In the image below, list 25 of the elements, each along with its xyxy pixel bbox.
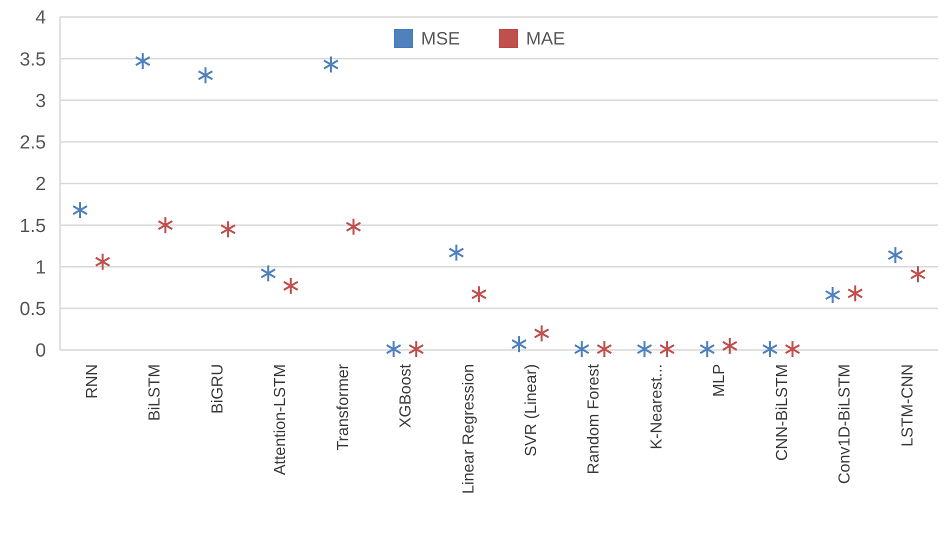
- y-tick-label: 0: [35, 340, 46, 362]
- y-tick-label: 3: [35, 90, 46, 112]
- x-tick-label: RNN: [84, 364, 101, 399]
- x-tick-label: SVR (Linear): [522, 364, 540, 456]
- y-tick-label: 3.5: [20, 49, 46, 70]
- x-tick-label: Conv1D-BiLSTM: [836, 364, 854, 484]
- y-tick-label: 1.5: [20, 216, 46, 237]
- y-tick-label: 0.5: [20, 299, 46, 320]
- x-tick-label: CNN-BiLSTM: [774, 364, 791, 461]
- legend-label: MSE: [421, 28, 460, 48]
- y-tick-label: 1: [35, 257, 46, 278]
- x-tick-label: BiLSTM: [146, 364, 164, 421]
- x-tick-label: MLP: [711, 364, 728, 397]
- x-tick-label: K-Nearest...: [648, 364, 666, 450]
- x-tick-label: BiGRU: [209, 364, 226, 414]
- x-tick-label: XGBoost: [398, 363, 415, 428]
- x-tick-label: Random Forest: [586, 363, 603, 474]
- x-tick-label: LSTM-CNN: [899, 364, 916, 447]
- x-tick-label: Linear Regression: [460, 364, 478, 494]
- legend-label: MAE: [526, 28, 566, 48]
- y-tick-label: 4: [35, 8, 46, 29]
- x-tick-label: Attention-LSTM: [272, 364, 290, 476]
- x-tick-label: Transformer: [334, 363, 352, 451]
- y-tick-label: 2.5: [20, 132, 46, 154]
- y-tick-label: 2: [35, 174, 46, 196]
